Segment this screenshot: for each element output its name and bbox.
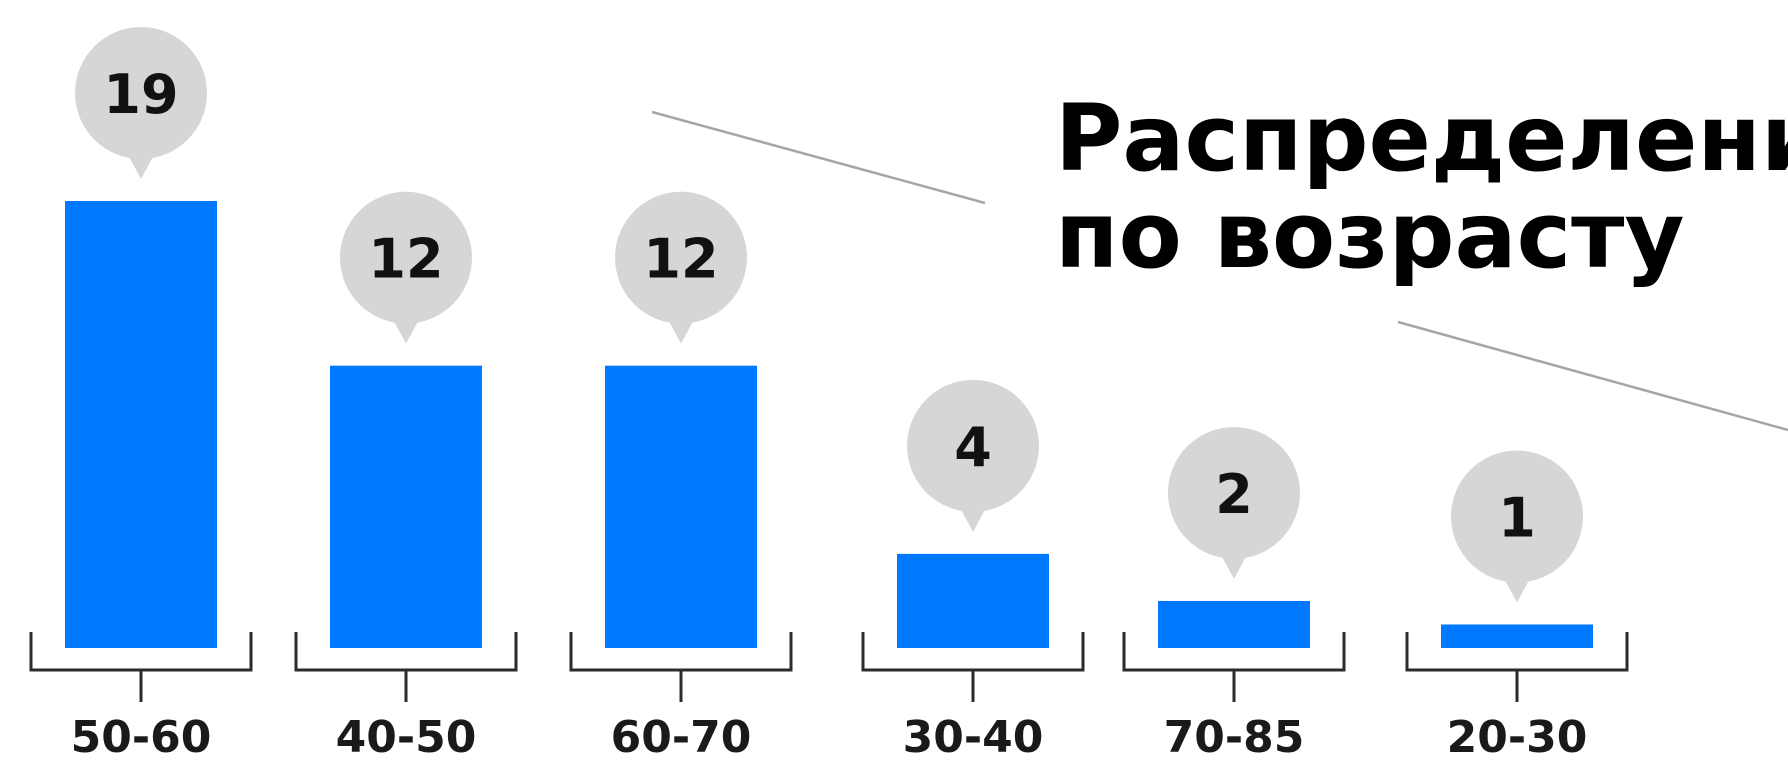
bar: [65, 201, 217, 648]
value-bubble-pointer: [959, 505, 987, 532]
category-label: 70-85: [1164, 712, 1305, 756]
bar: [330, 365, 482, 648]
chart-title-line-2: по возрасту: [1055, 182, 1684, 289]
value-bubble: [1451, 450, 1583, 583]
category-bracket: [569, 632, 793, 702]
value-label: 12: [643, 228, 718, 291]
category-label: 50-60: [71, 712, 212, 756]
category-bracket: [29, 632, 253, 702]
value-bubble: [75, 27, 207, 159]
category-bracket: [294, 632, 518, 702]
value-label: 2: [1215, 463, 1253, 526]
value-label: 12: [368, 228, 443, 291]
value-bubble: [340, 191, 472, 324]
value-bubble-pointer: [392, 317, 420, 344]
category-bracket: [861, 632, 1085, 702]
bar: [1441, 624, 1593, 648]
decor-line-lower: [1397, 320, 1788, 432]
value-bubble-pointer: [1220, 552, 1248, 579]
bars-layer: 19 50-60 12 40-50 12 60-70 4 30-40 2 70-85 1 20-30: [29, 27, 1629, 760]
bar: [605, 365, 757, 648]
category-label: 60-70: [611, 712, 752, 756]
value-bubble-pointer: [1503, 576, 1531, 603]
value-label: 1: [1498, 486, 1536, 549]
value-label: 4: [954, 416, 992, 479]
value-bubble: [615, 191, 747, 324]
value-bubble: [1168, 426, 1300, 559]
category-label: 30-40: [903, 712, 1044, 756]
category-label: 40-50: [336, 712, 477, 756]
value-bubble: [907, 379, 1039, 512]
category-bracket: [1405, 632, 1629, 702]
bar: [897, 553, 1049, 648]
chart-title-line-1: Распределение: [1055, 85, 1788, 192]
value-bubble-pointer: [667, 317, 695, 344]
value-label: 19: [103, 63, 178, 126]
category-label: 20-30: [1447, 712, 1588, 756]
decor-line-upper: [651, 110, 986, 205]
value-bubble-pointer: [127, 153, 155, 179]
category-bracket: [1122, 632, 1346, 702]
bar: [1158, 600, 1310, 648]
